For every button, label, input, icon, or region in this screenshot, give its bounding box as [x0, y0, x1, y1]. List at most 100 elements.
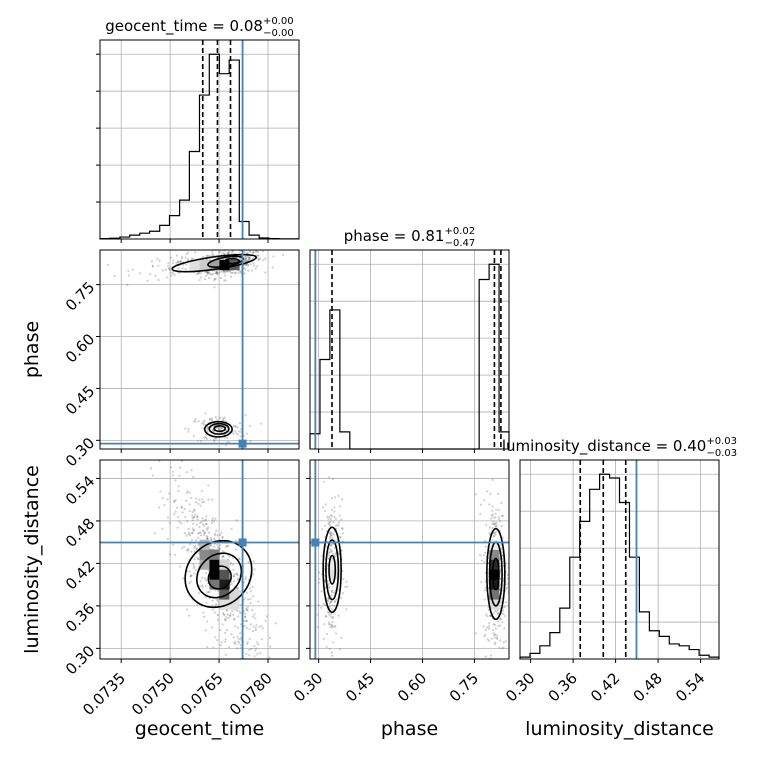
sample-point	[221, 555, 224, 559]
sample-point	[210, 419, 214, 422]
sample-point	[215, 269, 218, 273]
sample-point	[197, 420, 200, 423]
sample-point	[500, 597, 503, 600]
sample-point	[239, 644, 242, 647]
sample-point	[157, 278, 160, 282]
sample-point	[214, 437, 217, 440]
sample-point	[492, 522, 495, 526]
sample-point	[493, 535, 496, 538]
sample-point	[206, 620, 209, 623]
sample-point	[323, 509, 327, 512]
sample-point	[207, 498, 210, 501]
sample-point	[344, 585, 347, 589]
sample-point	[192, 528, 196, 532]
sample-point	[202, 530, 206, 533]
sample-point	[173, 513, 176, 516]
axes-frame	[99, 249, 300, 450]
density-cell	[219, 589, 230, 600]
sample-point	[215, 271, 218, 275]
sample-point	[251, 630, 255, 633]
sample-point	[213, 537, 216, 540]
sample-point	[212, 520, 216, 523]
sample-point	[234, 272, 237, 275]
sample-point	[493, 623, 497, 626]
sample-point	[197, 536, 200, 540]
sample-point	[489, 492, 492, 495]
sample-point	[191, 511, 194, 514]
sample-point	[474, 493, 477, 496]
sample-point	[170, 466, 173, 469]
sample-point	[329, 532, 332, 535]
sample-point	[243, 258, 246, 262]
sample-point	[183, 507, 186, 510]
density-cell	[219, 259, 230, 271]
sample-point	[492, 534, 496, 537]
sample-point	[195, 497, 198, 500]
sample-point	[204, 579, 208, 582]
sample-point	[206, 272, 209, 275]
sample-point	[230, 582, 233, 586]
sample-point	[206, 529, 209, 532]
sample-point	[178, 565, 182, 568]
sample-point	[328, 551, 331, 554]
sample-point	[238, 558, 241, 561]
sample-point	[197, 543, 200, 547]
sample-point	[229, 614, 232, 617]
sample-point	[500, 501, 503, 505]
sample-point	[317, 603, 320, 607]
sample-point	[245, 652, 248, 656]
sample-point	[328, 523, 332, 526]
sample-point	[329, 600, 332, 604]
sample-point	[321, 506, 325, 509]
sample-point	[237, 586, 240, 590]
sample-point	[501, 620, 504, 624]
sample-point	[182, 577, 185, 580]
density-cell	[489, 549, 500, 560]
sample-point	[171, 474, 174, 477]
sample-point	[330, 550, 334, 553]
sample-point	[196, 532, 200, 535]
sample-point	[189, 575, 192, 578]
sample-point	[492, 612, 495, 615]
sample-point	[335, 597, 338, 601]
sample-point	[324, 586, 327, 589]
sample-point	[222, 417, 225, 420]
sample-point	[247, 269, 250, 272]
sample-point	[206, 646, 209, 649]
sample-point	[503, 614, 506, 617]
sample-point	[227, 251, 230, 254]
x-axis-label-phase: phase	[381, 718, 438, 740]
joint-panel-phase-luminosity_distance	[306, 459, 510, 663]
sample-point	[257, 600, 260, 603]
sample-point	[330, 612, 333, 616]
sample-point	[256, 264, 259, 267]
sample-point	[201, 422, 204, 425]
truth-marker	[238, 439, 247, 448]
sample-point	[250, 269, 254, 272]
sample-point	[211, 253, 214, 256]
sample-point	[248, 587, 251, 590]
sample-point	[185, 491, 188, 495]
sample-point	[255, 623, 258, 627]
sample-point	[337, 614, 340, 617]
sample-point	[216, 618, 220, 621]
sample-point	[483, 598, 486, 601]
sample-point	[333, 515, 336, 519]
sample-point	[174, 553, 177, 556]
sample-point	[249, 601, 252, 604]
sample-point	[217, 600, 220, 603]
sample-point	[185, 263, 188, 266]
sample-point	[204, 531, 207, 535]
sample-point	[488, 532, 491, 535]
sample-point	[232, 613, 235, 616]
sample-point	[199, 504, 202, 507]
sample-point	[191, 527, 195, 530]
sample-point	[331, 477, 335, 480]
sample-point	[212, 254, 216, 257]
sample-point	[245, 620, 248, 623]
sample-point	[213, 533, 217, 537]
sample-point	[226, 252, 229, 255]
contour-line	[203, 420, 233, 438]
sample-point	[237, 637, 240, 641]
